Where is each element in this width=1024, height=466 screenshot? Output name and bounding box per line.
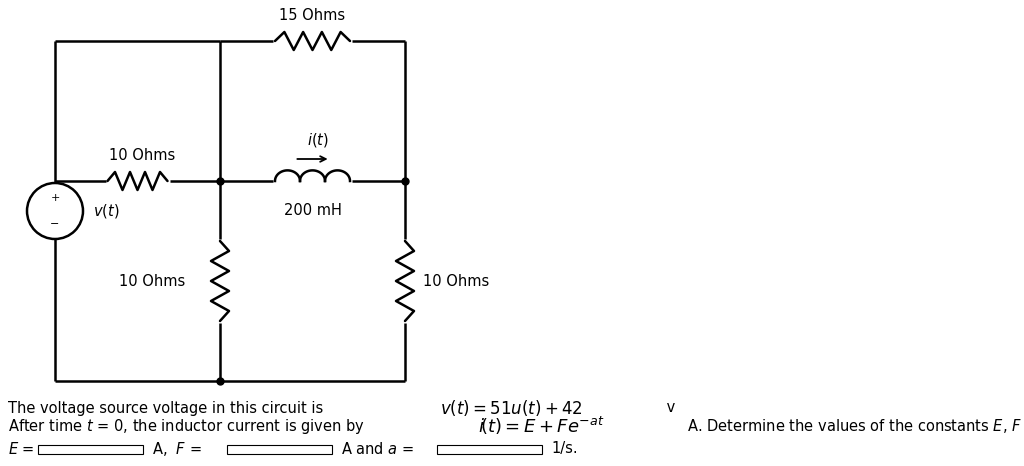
Text: $i(t)$: $i(t)$: [306, 131, 329, 149]
Text: 1/s.: 1/s.: [551, 441, 578, 457]
Text: $v(t)$: $v(t)$: [93, 202, 120, 220]
Text: 10 Ohms: 10 Ohms: [119, 274, 185, 288]
Text: +: +: [50, 193, 59, 203]
Text: −: −: [50, 219, 59, 229]
Text: After time $t$ = 0, the inductor current is given by: After time $t$ = 0, the inductor current…: [8, 417, 365, 436]
Text: A,  $F$ =: A, $F$ =: [152, 440, 202, 458]
Text: v: v: [662, 400, 675, 416]
Text: The voltage source voltage in this circuit is: The voltage source voltage in this circu…: [8, 400, 324, 416]
Text: 200 mH: 200 mH: [284, 203, 341, 218]
Text: $E$ =: $E$ =: [8, 441, 35, 457]
Text: 10 Ohms: 10 Ohms: [423, 274, 489, 288]
Text: 15 Ohms: 15 Ohms: [280, 8, 345, 23]
Text: A and $a$ =: A and $a$ =: [341, 441, 414, 457]
Text: A. Determine the values of the constants $E$, $F$ and $a$.: A. Determine the values of the constants…: [678, 417, 1024, 435]
Text: $i\!\left(t\right) = E + Fe^{-at}$: $i\!\left(t\right) = E + Fe^{-at}$: [478, 415, 604, 437]
Text: $v(t) = 51u(t) + 42$: $v(t) = 51u(t) + 42$: [440, 398, 583, 418]
Text: 10 Ohms: 10 Ohms: [110, 148, 176, 163]
